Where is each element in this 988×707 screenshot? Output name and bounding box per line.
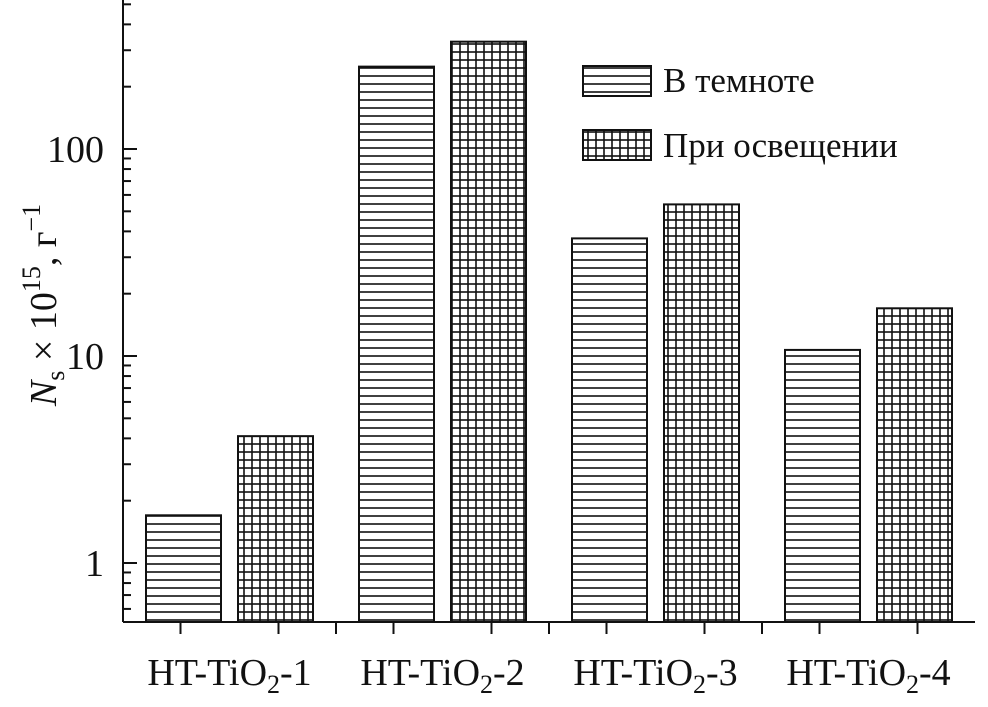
legend-label-dark: В темноте xyxy=(663,61,815,100)
legend-label-light: При освещении xyxy=(663,126,898,165)
bar-dark-4 xyxy=(784,348,861,623)
y-tick-label: 1 xyxy=(85,543,104,585)
y-axis-label-unit-exp: −1 xyxy=(17,204,46,232)
bar-light-4 xyxy=(876,307,953,623)
bar-light-1 xyxy=(237,435,314,623)
y-axis-label-var: N xyxy=(23,378,65,407)
y-tick-label: 10 xyxy=(66,336,104,378)
y-axis-label: Ns × 1015, г−1 xyxy=(17,204,70,407)
category-labels: HT-TiO2-1 HT-TiO2-2 HT-TiO2-3 HT-TiO2-4 xyxy=(147,652,950,699)
bar-light-2 xyxy=(450,40,527,624)
bars xyxy=(145,40,953,624)
legend-swatch-dark xyxy=(582,65,652,97)
category-label-2: HT-TiO2-2 xyxy=(360,652,524,699)
y-axis-label-mid: × 10 xyxy=(23,292,65,370)
legend-item-dark: В темноте xyxy=(582,61,815,100)
y-axis-label-exp: 15 xyxy=(17,266,46,292)
y-axis-label-var-sub: s xyxy=(41,371,70,381)
y-tick-label: 100 xyxy=(47,129,104,171)
category-label-1: HT-TiO2-1 xyxy=(147,652,311,699)
y-ticks: 1 10 100 xyxy=(47,3,137,610)
y-axis-label-unit: , г xyxy=(23,232,65,267)
legend-item-light: При освещении xyxy=(582,126,898,165)
bar-dark-1 xyxy=(145,514,222,623)
bar-dark-3 xyxy=(571,237,648,624)
bar-dark-2 xyxy=(358,65,435,624)
legend-swatch-light xyxy=(582,129,652,161)
category-label-4: HT-TiO2-4 xyxy=(786,652,950,699)
legend: В темноте При освещении xyxy=(582,61,898,165)
x-ticks xyxy=(179,622,919,634)
bar-light-3 xyxy=(663,203,740,623)
category-label-3: HT-TiO2-3 xyxy=(573,652,737,699)
